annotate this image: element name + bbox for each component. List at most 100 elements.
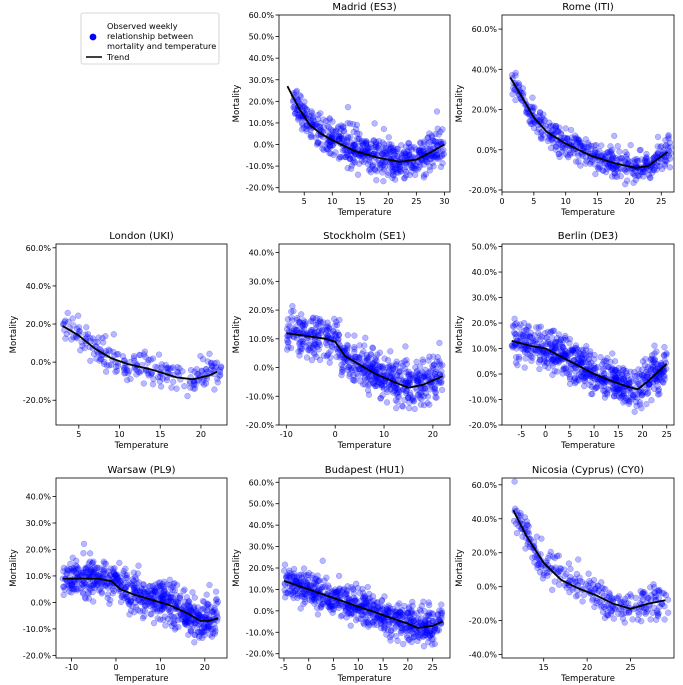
scatter-point — [665, 133, 672, 140]
scatter-points — [59, 540, 222, 646]
scatter-point — [390, 144, 397, 152]
scatter-point — [571, 132, 579, 139]
scatter-point — [663, 158, 670, 165]
scatter-point — [392, 176, 399, 183]
scatter-point — [405, 394, 412, 402]
scatter-point — [527, 118, 534, 125]
scatter-point — [536, 112, 543, 119]
scatter-point — [522, 337, 529, 344]
scatter-point — [393, 145, 400, 152]
scatter-point — [622, 153, 630, 160]
scatter-point — [548, 136, 555, 143]
scatter-point — [433, 358, 440, 365]
scatter-point — [397, 168, 404, 175]
scatter-point — [575, 136, 582, 143]
scatter-point — [566, 373, 574, 381]
scatter-point — [198, 368, 206, 375]
scatter-point — [571, 375, 579, 382]
scatter-point — [338, 361, 345, 368]
scatter-point — [336, 153, 343, 161]
scatter-point — [335, 133, 342, 140]
scatter-points — [281, 557, 446, 650]
scatter-point — [635, 380, 642, 387]
scatter-point — [410, 617, 418, 625]
scatter-point — [586, 584, 593, 591]
scatter-point — [378, 382, 386, 389]
scatter-point — [613, 375, 620, 382]
scatter-point — [547, 329, 554, 336]
scatter-point — [552, 124, 559, 131]
scatter-point — [342, 153, 350, 160]
scatter-point — [562, 365, 569, 372]
scatter-point — [588, 142, 595, 150]
scatter-point — [351, 353, 359, 361]
scatter-point — [654, 162, 661, 169]
scatter-point — [402, 168, 410, 176]
scatter-point — [545, 355, 552, 362]
scatter-point — [338, 371, 345, 379]
scatter-point — [414, 371, 422, 378]
scatter-point — [575, 139, 582, 147]
scatter-point — [598, 142, 605, 149]
scatter-point — [282, 573, 290, 580]
scatter-point — [653, 348, 660, 355]
scatter-point — [350, 156, 357, 164]
scatter-point — [390, 389, 397, 396]
scatter-point — [293, 87, 301, 95]
scatter-point — [568, 134, 575, 141]
scatter-point — [615, 165, 622, 172]
scatter-point — [589, 374, 597, 381]
scatter-point — [603, 362, 610, 370]
scatter-point — [433, 394, 440, 401]
scatter-point — [78, 339, 85, 346]
scatter-point — [400, 377, 407, 384]
scatter-point — [634, 394, 641, 401]
scatter-point — [329, 142, 336, 149]
scatter-point — [601, 160, 609, 168]
scatter-point — [369, 360, 377, 367]
scatter-point — [303, 125, 310, 133]
scatter-point — [621, 167, 628, 174]
scatter-point — [179, 368, 186, 375]
scatter-point — [147, 610, 154, 617]
scatter-point — [412, 364, 419, 371]
scatter-point — [378, 150, 386, 157]
scatter-point — [582, 346, 590, 353]
y-tick-label: 30.0% — [249, 543, 275, 552]
scatter-point — [405, 140, 413, 147]
scatter-point — [302, 321, 309, 328]
scatter-point — [524, 350, 531, 357]
scatter-point — [567, 350, 574, 358]
scatter-point — [362, 381, 369, 388]
scatter-point — [575, 158, 582, 165]
scatter-point — [559, 370, 566, 377]
scatter-point — [311, 341, 318, 348]
scatter-point — [433, 151, 440, 159]
scatter-point — [431, 383, 438, 391]
chart-madrid: 5 10 15 20 25 30-20.0%-10.0%0.0%10.0%20.0%30.… — [232, 2, 451, 218]
scatter-point — [647, 355, 655, 362]
scatter-point — [588, 383, 596, 391]
y-axis-label: Mortality — [232, 549, 242, 587]
y-axis-label: Mortality — [232, 85, 242, 123]
scatter-point — [537, 348, 544, 355]
scatter-point — [395, 376, 402, 384]
scatter-point — [345, 364, 352, 371]
scatter-point — [437, 163, 445, 171]
scatter-point — [405, 372, 412, 380]
scatter-point — [379, 619, 387, 626]
scatter-point — [583, 372, 590, 379]
scatter-point — [394, 153, 401, 160]
scatter-point — [553, 128, 560, 135]
scatter-point — [642, 355, 649, 363]
scatter-point — [335, 336, 342, 343]
scatter-point — [629, 170, 636, 177]
scatter-point — [388, 362, 395, 369]
scatter-point — [326, 359, 333, 366]
scatter-point — [508, 72, 516, 79]
scatter-point — [199, 379, 206, 386]
scatter-point — [572, 378, 580, 386]
y-tick-label: 0.0% — [31, 598, 52, 607]
scatter-point — [637, 168, 644, 175]
scatter-point — [330, 589, 337, 596]
